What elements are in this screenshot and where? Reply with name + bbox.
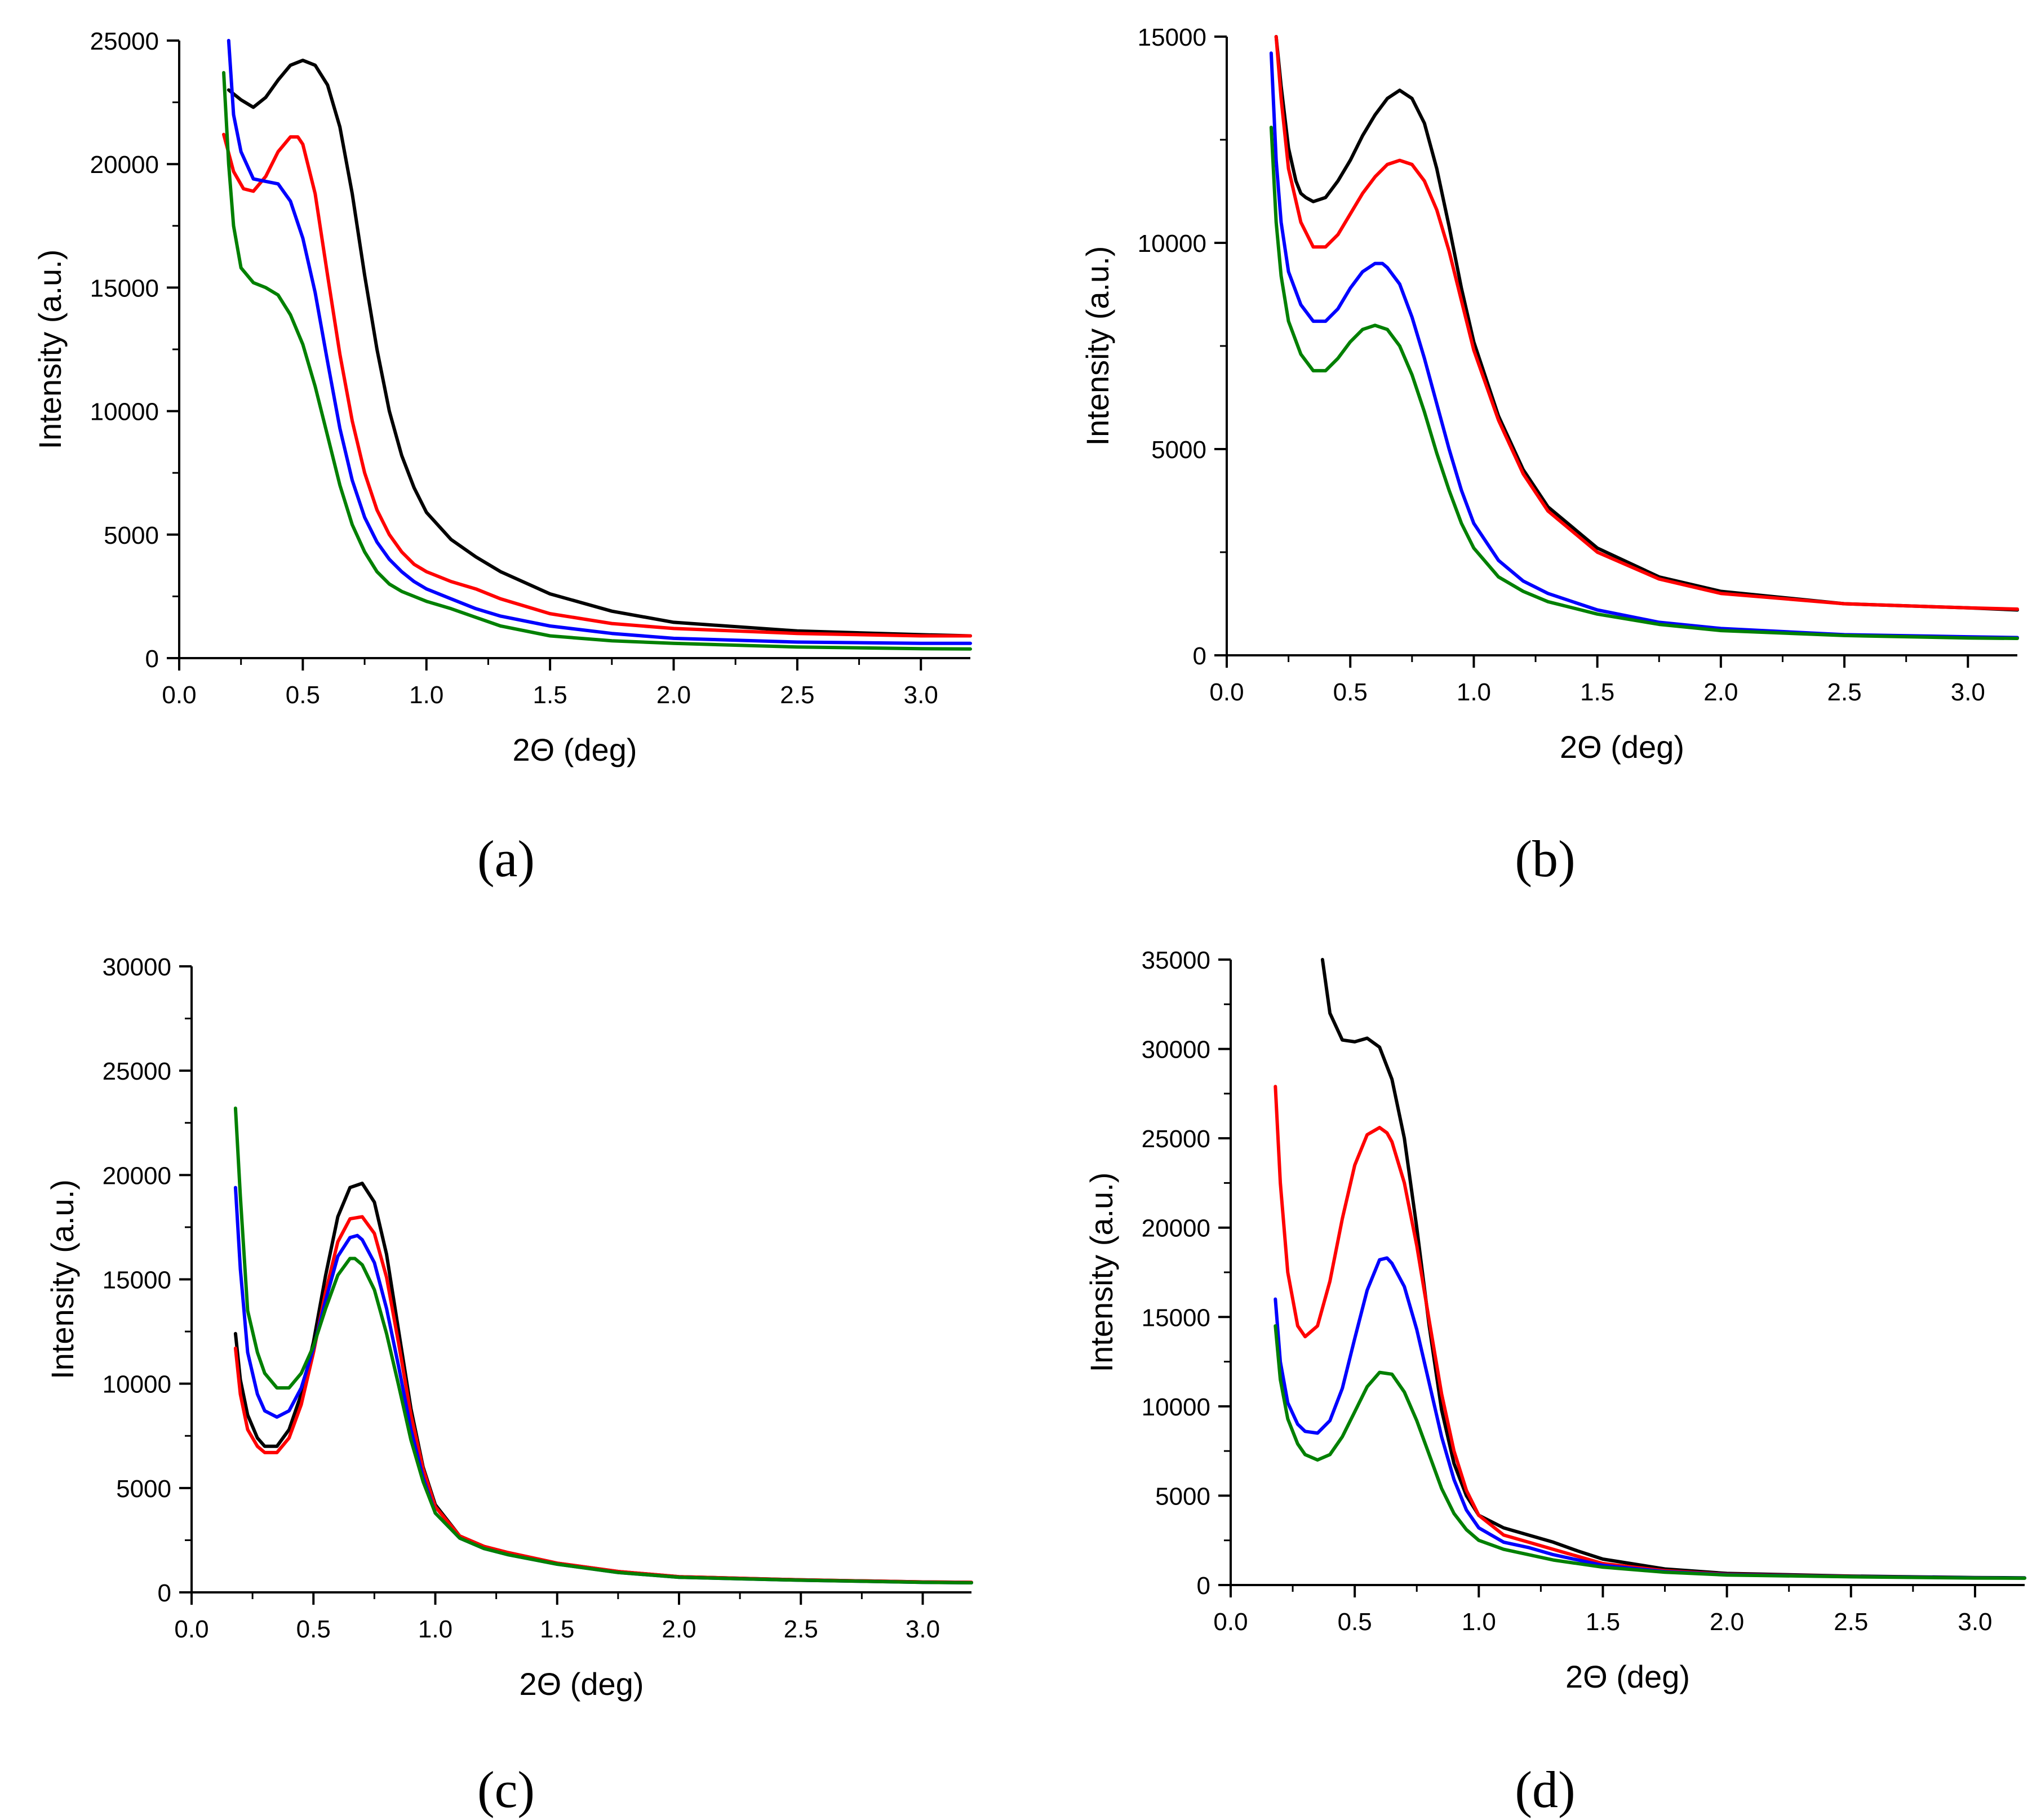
y-tick-label: 35000 xyxy=(1142,947,1210,974)
series-line-blue xyxy=(1269,51,2019,640)
y-tick-label: 0 xyxy=(158,1579,171,1607)
y-tick-label: 15000 xyxy=(1138,24,1206,51)
series-line-black xyxy=(227,59,972,638)
x-tick-label: 1.5 xyxy=(1580,678,1614,706)
y-tick-label: 15000 xyxy=(103,1267,171,1294)
x-tick-label: 1.0 xyxy=(409,681,443,709)
y-axis-title: Intensity (a.u.) xyxy=(1084,1173,1119,1373)
series-line-blue xyxy=(233,1186,973,1584)
x-tick-label: 3.0 xyxy=(1958,1608,1992,1636)
series-line-green xyxy=(1274,1324,2026,1580)
x-tick-label: 1.0 xyxy=(1462,1608,1496,1636)
x-tick-label: 0.5 xyxy=(296,1615,331,1643)
series-line-red xyxy=(1274,1085,2026,1580)
y-axis-title: Intensity (a.u.) xyxy=(32,250,68,450)
panel-label: (d) xyxy=(1515,1761,1575,1818)
y-tick-label: 30000 xyxy=(103,953,171,981)
y-tick-label: 25000 xyxy=(1142,1125,1210,1153)
x-tick-label: 0.0 xyxy=(162,681,196,709)
y-tick-label: 10000 xyxy=(103,1371,171,1399)
series-line-blue xyxy=(1274,1256,2026,1580)
y-tick-label: 0 xyxy=(1197,1572,1210,1600)
series-line-red xyxy=(222,132,972,638)
y-tick-label: 15000 xyxy=(1142,1304,1210,1331)
y-tick-label: 15000 xyxy=(90,274,159,302)
y-tick-label: 5000 xyxy=(104,522,159,549)
y-axis-title: Intensity (a.u.) xyxy=(1080,246,1115,446)
x-tick-label: 1.5 xyxy=(1586,1608,1620,1636)
x-tick-label: 0.5 xyxy=(1333,678,1368,706)
x-tick-label: 2.0 xyxy=(1703,678,1738,706)
y-tick-label: 30000 xyxy=(1142,1036,1210,1064)
x-tick-label: 3.0 xyxy=(1951,678,1985,706)
y-tick-label: 10000 xyxy=(1142,1393,1210,1421)
x-tick-label: 3.0 xyxy=(906,1615,940,1643)
x-tick-label: 2.5 xyxy=(1834,1608,1868,1636)
x-tick-label: 1.5 xyxy=(533,681,567,709)
series-line-green xyxy=(233,1106,973,1584)
y-tick-label: 0 xyxy=(145,645,159,673)
y-tick-label: 5000 xyxy=(1151,436,1206,464)
x-tick-label: 0.0 xyxy=(174,1615,208,1643)
series-line-black xyxy=(1274,35,2019,612)
x-tick-label: 3.0 xyxy=(904,681,938,709)
x-tick-label: 2.0 xyxy=(662,1615,696,1643)
y-tick-label: 25000 xyxy=(90,28,159,55)
y-tick-label: 5000 xyxy=(116,1475,171,1503)
y-axis-title: Intensity (a.u.) xyxy=(45,1179,80,1379)
x-axis-title: 2Θ (deg) xyxy=(520,1666,644,1702)
y-tick-label: 5000 xyxy=(1155,1482,1210,1510)
x-tick-label: 0.0 xyxy=(1209,678,1244,706)
x-axis-title: 2Θ (deg) xyxy=(513,732,637,767)
x-tick-label: 1.5 xyxy=(540,1615,574,1643)
y-tick-label: 20000 xyxy=(103,1162,171,1189)
x-tick-label: 0.5 xyxy=(1338,1608,1372,1636)
y-tick-label: 20000 xyxy=(90,151,159,179)
y-tick-label: 25000 xyxy=(103,1058,171,1085)
x-tick-label: 2.5 xyxy=(1827,678,1862,706)
x-tick-label: 0.0 xyxy=(1213,1608,1248,1636)
chart-panel-1: 0.0 0.5 1.0 1.5 2.0 2.5 3.0 0 5000 10000 15000 2000… xyxy=(32,28,972,887)
x-tick-label: 2.0 xyxy=(656,681,691,709)
y-tick-label: 10000 xyxy=(90,398,159,426)
chart-panel-3: 0.0 0.5 1.0 1.5 2.0 2.5 3.0 0 5000 10000 15000 2000… xyxy=(45,953,973,1818)
series-line-black xyxy=(1320,958,2026,1580)
series-line-green xyxy=(222,71,972,651)
series-line-blue xyxy=(227,39,972,645)
chart-panel-2: 0.0 0.5 1.0 1.5 2.0 2.5 3.0 0 5000 10000 15000 2Θ (… xyxy=(1080,24,2019,887)
x-tick-label: 2.0 xyxy=(1710,1608,1744,1636)
panel-label: (a) xyxy=(477,830,535,887)
x-tick-label: 1.0 xyxy=(418,1615,452,1643)
x-axis-title: 2Θ (deg) xyxy=(1560,729,1684,765)
x-tick-label: 2.5 xyxy=(784,1615,818,1643)
x-tick-label: 0.5 xyxy=(286,681,320,709)
x-axis-title: 2Θ (deg) xyxy=(1565,1659,1690,1694)
chart-panel-4: 0.0 0.5 1.0 1.5 2.0 2.5 3.0 0 5000 10000 15000 2000… xyxy=(1084,947,2026,1818)
y-tick-label: 0 xyxy=(1193,642,1206,670)
panel-label: (b) xyxy=(1515,830,1575,887)
series-line-green xyxy=(1269,126,2019,640)
panel-label: (c) xyxy=(477,1761,535,1818)
x-tick-label: 1.0 xyxy=(1457,678,1491,706)
y-tick-label: 10000 xyxy=(1138,230,1206,258)
y-tick-label: 20000 xyxy=(1142,1215,1210,1242)
series-line-red xyxy=(1274,35,2019,611)
series-line-red xyxy=(233,1215,973,1584)
x-tick-label: 2.5 xyxy=(780,681,814,709)
